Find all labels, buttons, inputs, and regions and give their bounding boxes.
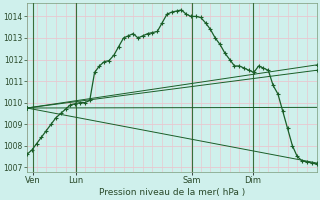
X-axis label: Pression niveau de la mer( hPa ): Pression niveau de la mer( hPa ): [99, 188, 245, 197]
